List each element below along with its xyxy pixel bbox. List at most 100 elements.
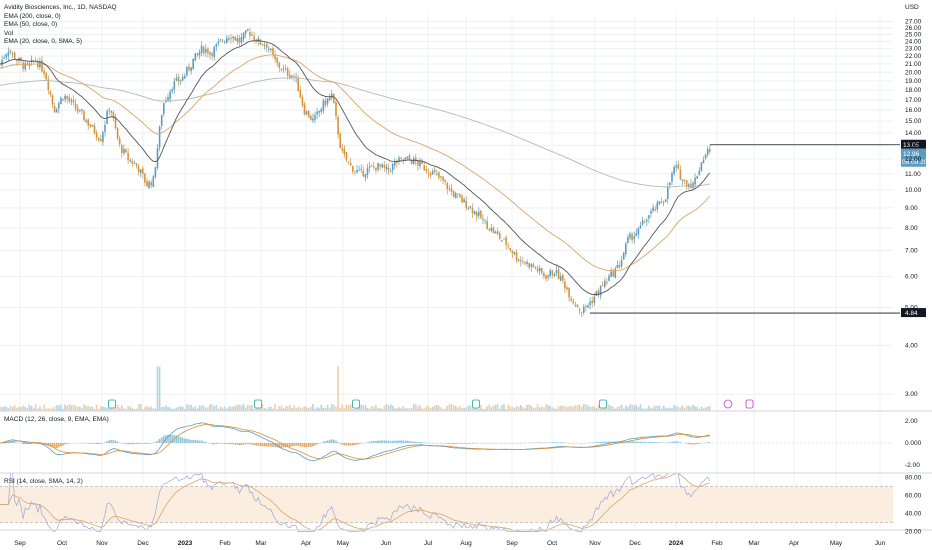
legend-ema20[interactable]: EMA (20, close, 0, SMA, 5) — [4, 38, 83, 46]
earnings-marker-upcoming — [745, 399, 754, 409]
candle-body — [97, 137, 100, 140]
candle-body — [328, 96, 331, 101]
candle-body — [679, 169, 682, 180]
candle-body — [81, 109, 83, 112]
volume-bar — [221, 407, 224, 411]
legend-ema200[interactable]: EMA (200, close, 0) — [4, 12, 61, 20]
candle-body — [53, 105, 56, 113]
candle-body — [576, 304, 579, 308]
volume-bar — [263, 407, 266, 411]
volume-bar — [0, 406, 1, 411]
volume-bar — [688, 405, 690, 411]
candle-body — [286, 68, 289, 76]
macd-histogram-bar — [41, 443, 43, 445]
volume-bar — [400, 407, 402, 411]
legend-vol[interactable]: Vol — [4, 29, 14, 37]
volume-bar — [530, 405, 533, 411]
candle-body — [66, 96, 68, 99]
rsi-label: RSI (14, close, SMA, 14, 2) — [4, 478, 83, 485]
macd-histogram-bar — [383, 440, 386, 443]
candle-body — [221, 40, 224, 42]
macd-histogram-bar — [167, 434, 169, 443]
volume-bar — [517, 406, 520, 411]
volume-bar — [24, 406, 26, 411]
macd-histogram-bar — [253, 443, 255, 446]
candle-body — [110, 110, 113, 113]
macd-histogram-bar — [223, 443, 226, 444]
macd-histogram-bar — [675, 441, 677, 443]
volume-bar — [520, 404, 522, 411]
candle-body — [593, 296, 596, 303]
candle-body — [379, 164, 381, 167]
candle-body — [148, 181, 150, 189]
macd-histogram-bar — [396, 440, 398, 443]
volume-bar — [545, 404, 547, 411]
candle-body — [24, 63, 26, 70]
macd-histogram-bar — [314, 443, 316, 446]
candle-body — [32, 61, 35, 63]
rsi-line — [0, 472, 711, 532]
currency-label: USD — [905, 4, 919, 11]
price-tick-label: 3.00 — [905, 391, 918, 398]
volume-bar — [26, 407, 29, 411]
candle-body — [425, 169, 428, 172]
candle-body — [236, 38, 239, 42]
candle-body — [257, 38, 260, 42]
price-tick-label: 24.00 — [905, 38, 922, 45]
volume-bar — [150, 406, 152, 411]
candle-body — [108, 110, 110, 112]
volume-bar — [211, 404, 213, 411]
candle-body — [354, 171, 356, 172]
candle-body — [450, 188, 453, 192]
ema50-line — [0, 54, 711, 272]
volume-layer — [0, 365, 711, 411]
candle-body — [610, 271, 612, 277]
volume-bar — [704, 407, 707, 411]
candle-body — [429, 173, 432, 176]
volume-bar — [104, 407, 106, 411]
candle-body — [198, 52, 201, 56]
volume-bar — [68, 404, 71, 411]
macd-tick-label: 0.000 — [905, 440, 922, 447]
candle-body — [669, 182, 671, 186]
candle-body — [692, 182, 694, 189]
candle-body — [484, 220, 486, 221]
candle-body — [496, 231, 499, 234]
rsi-tick-label: 60.00 — [905, 493, 922, 500]
macd-histogram-bar — [417, 441, 419, 443]
volume-bar — [192, 407, 194, 411]
candle-body — [72, 100, 75, 103]
volume-bar — [181, 406, 184, 411]
volume-bar — [606, 407, 608, 411]
candle-body — [177, 76, 180, 82]
volume-bar — [274, 404, 276, 411]
macd-histogram-bar — [333, 439, 335, 443]
candle-body — [532, 264, 535, 268]
candle-body — [312, 118, 314, 121]
volume-bar — [543, 407, 545, 411]
volume-bar — [314, 408, 316, 411]
legend-ema50[interactable]: EMA (50, close, 0) — [4, 21, 58, 29]
macd-histogram-bar — [627, 441, 629, 443]
macd-histogram-bar — [671, 441, 673, 443]
rsi-legend[interactable]: RSI (14, close, SMA, 14, 2) — [4, 478, 83, 487]
macd-histogram-bar — [419, 442, 421, 443]
macd-legend[interactable]: MACD (12, 26, close, 9, EMA, EMA) — [4, 416, 109, 425]
candle-body — [316, 111, 318, 115]
candle-body — [322, 100, 325, 111]
macd-histogram-bar — [299, 443, 302, 447]
volume-bar — [593, 406, 596, 411]
ema20-line — [0, 40, 711, 296]
macd-histogram-bar — [421, 442, 423, 443]
macd-histogram-bar — [366, 442, 369, 443]
macd-histogram-bar — [652, 442, 654, 443]
macd-histogram-bar — [312, 443, 314, 447]
macd-histogram-bar — [635, 441, 638, 443]
candle-body — [64, 95, 66, 100]
time-tick-label: Mar — [748, 540, 760, 547]
candle-body — [169, 91, 171, 99]
earnings-marker — [472, 399, 480, 409]
volume-bar — [244, 407, 247, 411]
